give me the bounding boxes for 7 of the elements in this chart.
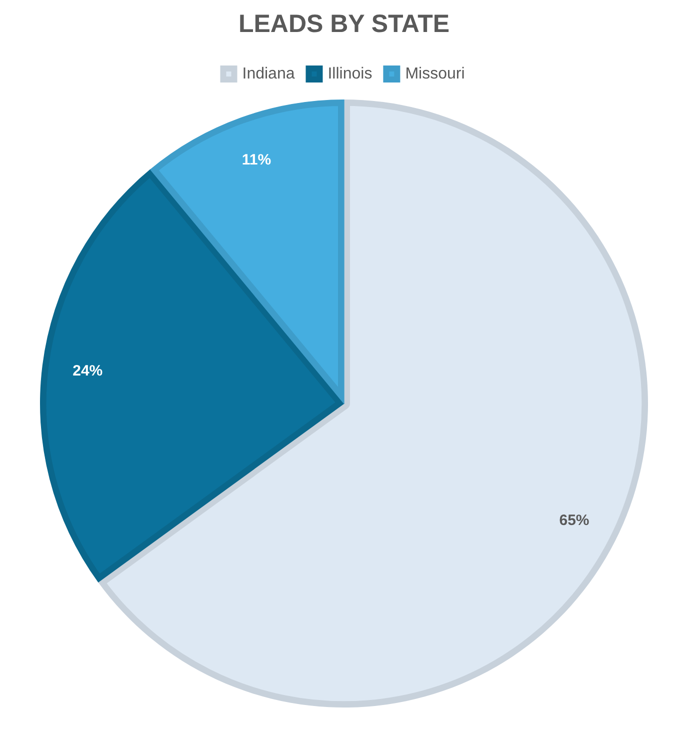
data-label: 11% [242, 152, 272, 169]
legend-label: Indiana [242, 65, 295, 82]
legend-label: Missouri [405, 65, 465, 82]
chart-title: LEADS BY STATE [238, 10, 450, 38]
data-label: 24% [72, 362, 103, 380]
legend-label: Illinois [328, 65, 372, 82]
data-label: 65% [559, 512, 590, 529]
